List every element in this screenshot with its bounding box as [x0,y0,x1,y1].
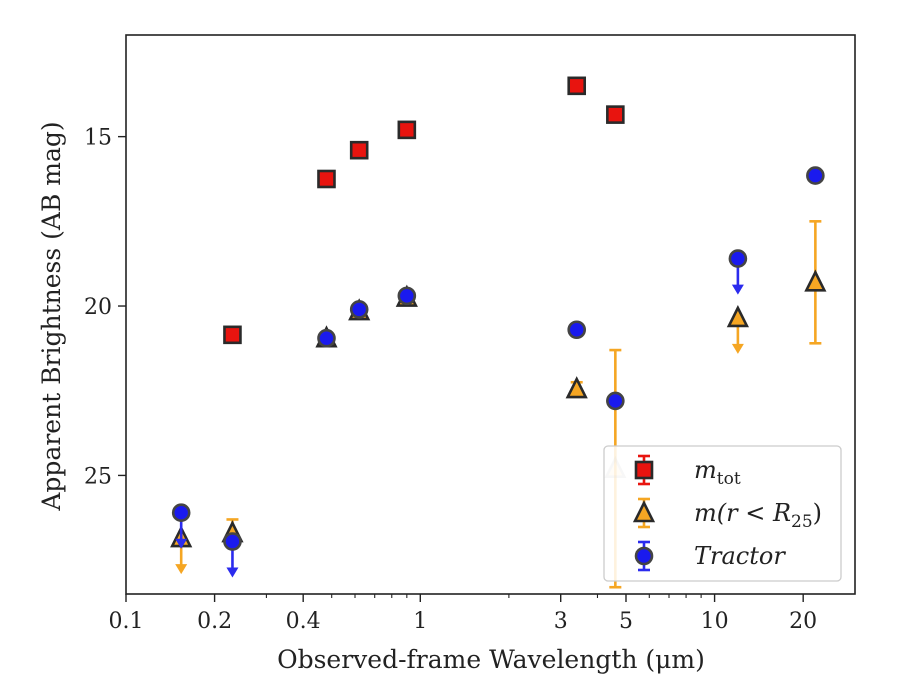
circle-point [728,249,748,268]
x-tick-label: 20 [789,609,817,634]
x-tick-label: 0.2 [197,609,232,634]
legend-marker-circle [634,540,654,572]
x-tick-label: 3 [554,609,568,634]
legend: mtot m(r < R25) Tractor [603,445,842,582]
x-tick-label: 0.4 [286,609,321,634]
legend-marker-square [634,454,654,486]
legend-marker-triangle [632,497,656,529]
triangle-point [565,376,588,399]
y-tick-label: 25 [84,464,112,489]
legend-marker-glyph [634,460,654,480]
y-tick-label: 20 [84,295,112,320]
legend-box [603,445,842,582]
y-tick-label: 15 [84,126,112,151]
circle-point [171,503,191,522]
y-axis-title: Apparent Brightness (AB mag) [37,121,66,511]
square-point [567,76,587,96]
legend-label: Tractor [694,542,786,570]
x-tick-label: 5 [619,609,633,634]
axes: 0.1 0.2 0.4 1 3 5 10 20 15 20 25 [84,34,856,634]
square-point [606,105,625,124]
legend-marker-glyph [632,500,656,523]
square-point [317,169,336,189]
plot-area [170,76,827,589]
legend-marker-glyph [634,546,654,566]
circle-point [223,532,242,551]
x-tick-label: 1 [413,609,427,634]
circle-point [606,391,625,411]
circle-point [806,166,825,185]
plot-frame [125,34,856,595]
circle-point [349,300,369,319]
circle-point [397,286,417,306]
x-axis-title: Observed-frame Wavelength (μm) [277,645,705,674]
square-point [223,325,242,345]
triangle-point [726,304,749,328]
triangle-point [804,269,827,292]
x-tick-label: 0.1 [109,609,144,634]
circle-point [567,320,587,340]
legend-label: mtot [694,456,741,489]
x-tick-label: 10 [701,609,729,634]
square-point [349,140,369,160]
square-point [397,120,417,140]
legend-label: m(r < R25) [694,499,822,532]
circle-point [317,328,336,348]
